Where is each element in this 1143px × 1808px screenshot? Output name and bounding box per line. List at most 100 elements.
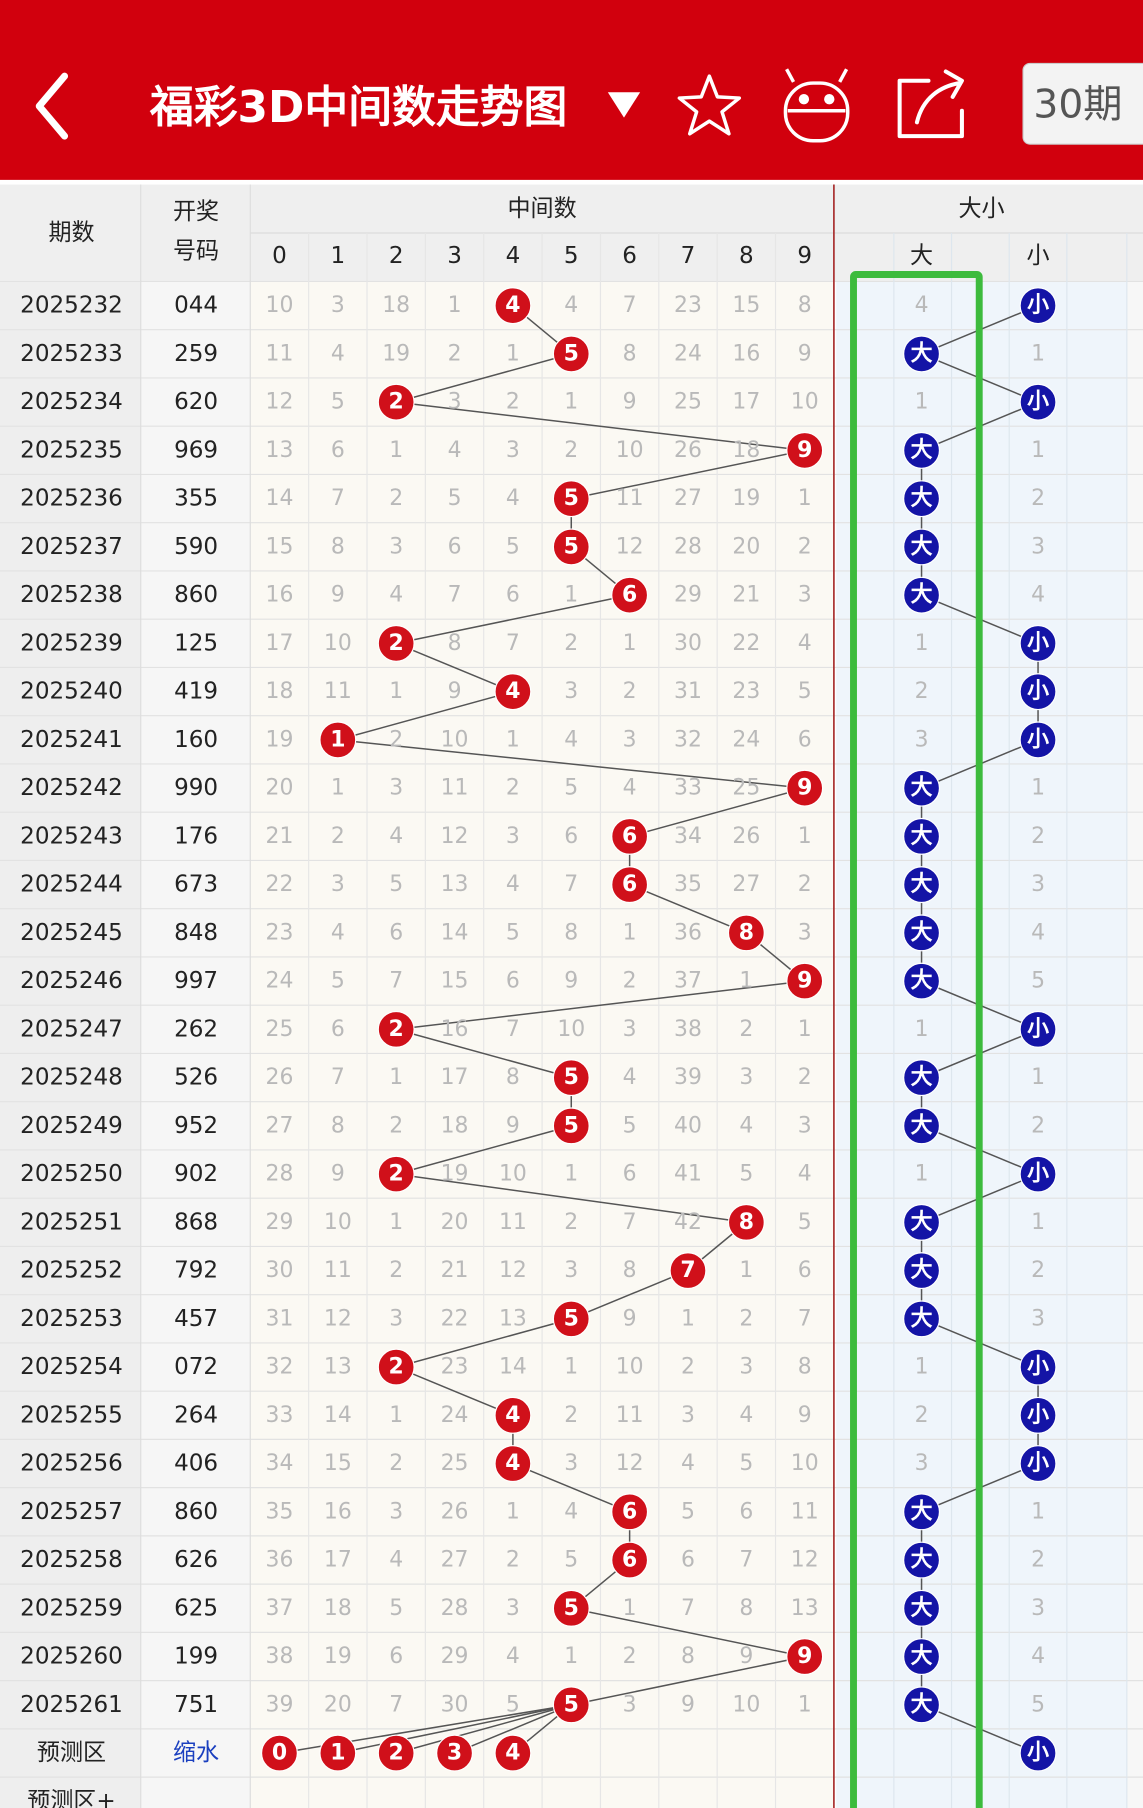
forecast-ball-bg xyxy=(494,1734,532,1772)
draw-code: 264 xyxy=(174,1402,218,1428)
miss-count: 8 xyxy=(798,1355,812,1380)
miss-count: 26 xyxy=(266,1065,294,1090)
size-ball: 小 xyxy=(1027,679,1049,704)
period: 2025256 xyxy=(20,1451,123,1477)
miss-count: 4 xyxy=(564,1499,578,1524)
draw-code: 990 xyxy=(174,775,218,801)
size-ball-bg xyxy=(903,480,941,518)
size-ball-bg xyxy=(903,1203,941,1241)
miss-count: 27 xyxy=(441,1548,469,1573)
miss-count: 16 xyxy=(732,341,760,366)
miss-count: 29 xyxy=(441,1644,469,1669)
miss-count: 4 xyxy=(564,293,578,318)
period: 2025235 xyxy=(20,437,123,463)
miss-count: 3 xyxy=(564,1258,578,1283)
miss-count: 1 xyxy=(389,1210,403,1235)
miss-count: 1 xyxy=(798,1692,812,1717)
size-ball-bg xyxy=(903,335,941,373)
period: 2025255 xyxy=(20,1402,123,1428)
miss-count: 1 xyxy=(915,1162,929,1187)
back-button[interactable] xyxy=(35,72,69,140)
miss-count: 9 xyxy=(623,1306,637,1331)
miss-count: 13 xyxy=(499,1306,527,1331)
miss-count: 1 xyxy=(506,1499,520,1524)
miss-count: 3 xyxy=(331,872,345,897)
miss-count: 6 xyxy=(623,1162,637,1187)
period: 2025253 xyxy=(20,1306,123,1332)
miss-count: 3 xyxy=(1031,872,1045,897)
period-button-bg xyxy=(1022,62,1143,145)
miss-count: 9 xyxy=(798,1403,812,1428)
miss-count: 6 xyxy=(389,1644,403,1669)
miss-count: 3 xyxy=(915,1451,929,1476)
trend-line xyxy=(629,883,747,934)
miss-count: 2 xyxy=(564,631,578,656)
miss-count: 2 xyxy=(389,1451,403,1476)
trend-line xyxy=(395,642,514,693)
draw-code: 952 xyxy=(174,1113,218,1139)
miss-count: 1 xyxy=(739,1258,753,1283)
miss-count: 1 xyxy=(564,583,578,608)
hit-ball-bg xyxy=(494,673,532,711)
size-ball-bg xyxy=(1019,624,1057,662)
hit-ball-bg xyxy=(552,1589,590,1627)
robot-eye xyxy=(798,94,810,105)
period: 2025237 xyxy=(20,534,123,560)
hit-ball-bg xyxy=(377,1010,415,1048)
miss-count: 5 xyxy=(1031,969,1045,994)
hit-ball-bg xyxy=(319,721,357,759)
header-small: 小 xyxy=(1027,243,1050,269)
hit-ball: 2 xyxy=(389,631,404,656)
period: 2025240 xyxy=(20,679,123,705)
top-bar xyxy=(0,0,1143,180)
miss-count: 7 xyxy=(739,1548,753,1573)
miss-count: 4 xyxy=(564,727,578,752)
hit-ball: 2 xyxy=(389,390,404,415)
miss-count: 22 xyxy=(732,631,760,656)
period-button[interactable]: 30期 xyxy=(1022,62,1143,145)
favorite-button[interactable] xyxy=(677,74,742,136)
page-title[interactable]: 福彩3D中间数走势图 xyxy=(149,82,567,133)
robot-button[interactable] xyxy=(783,68,850,143)
miss-count: 11 xyxy=(324,679,352,704)
period: 2025261 xyxy=(20,1692,123,1718)
size-ball: 小 xyxy=(1027,631,1049,656)
miss-count: 36 xyxy=(266,1548,294,1573)
size-ball-bg xyxy=(1019,1348,1057,1386)
hit-ball-bg xyxy=(494,287,532,325)
hit-ball: 5 xyxy=(564,534,579,559)
miss-count: 10 xyxy=(266,293,294,318)
miss-count: 6 xyxy=(564,824,578,849)
hit-ball: 5 xyxy=(564,486,579,511)
dropdown-arrow[interactable] xyxy=(607,92,641,118)
hit-ball: 5 xyxy=(564,1692,579,1717)
miss-count: 8 xyxy=(739,1596,753,1621)
miss-count: 2 xyxy=(389,727,403,752)
miss-count: 2 xyxy=(739,1306,753,1331)
miss-count: 2 xyxy=(623,1644,637,1669)
miss-count: 7 xyxy=(331,486,345,511)
miss-count: 7 xyxy=(389,969,403,994)
share-button[interactable] xyxy=(897,69,964,139)
trend-line xyxy=(396,401,805,452)
miss-count: 3 xyxy=(1031,1306,1045,1331)
hit-ball-bg xyxy=(377,1155,415,1193)
size-ball-bg xyxy=(903,1541,941,1579)
header-size: 大小 xyxy=(958,196,1004,222)
miss-count: 4 xyxy=(1031,1644,1045,1669)
miss-count: 3 xyxy=(564,1451,578,1476)
hit-ball-bg xyxy=(552,528,590,566)
miss-count: 17 xyxy=(324,1548,352,1573)
miss-count: 10 xyxy=(791,390,819,415)
hit-ball-bg xyxy=(552,1686,590,1724)
miss-count: 13 xyxy=(324,1355,352,1380)
miss-count: 1 xyxy=(1031,341,1045,366)
draw-code: 792 xyxy=(174,1258,218,1284)
miss-count: 3 xyxy=(506,824,520,849)
size-ball: 大 xyxy=(911,824,933,849)
miss-count: 10 xyxy=(557,1017,585,1042)
miss-count: 27 xyxy=(266,1113,294,1138)
miss-count: 15 xyxy=(266,534,294,559)
miss-count: 3 xyxy=(739,1355,753,1380)
miss-count: 12 xyxy=(266,390,294,415)
